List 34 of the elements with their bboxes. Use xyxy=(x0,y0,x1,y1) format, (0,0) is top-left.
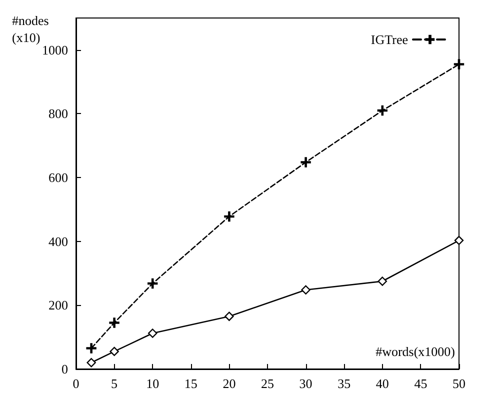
point xyxy=(148,328,158,338)
point xyxy=(109,318,120,328)
y-tick-label: 200 xyxy=(48,298,68,313)
point xyxy=(148,278,158,289)
x-tick-label: 45 xyxy=(414,376,428,391)
y-tick-label: 0 xyxy=(62,362,68,376)
point xyxy=(110,346,119,356)
point xyxy=(300,157,311,168)
point xyxy=(454,236,464,246)
point xyxy=(86,343,96,354)
y-tick-label: 800 xyxy=(48,106,68,122)
point xyxy=(377,105,388,116)
point xyxy=(301,285,310,294)
x-tick-label: 25 xyxy=(261,376,274,391)
point xyxy=(86,358,96,368)
point xyxy=(224,312,234,321)
x-axis-title: #words(x1000) xyxy=(376,344,456,359)
x-tick-label: 20 xyxy=(222,376,236,391)
y-axis-title: #nodes (x10) xyxy=(12,13,49,45)
x-tick-label: 50 xyxy=(452,376,466,391)
point xyxy=(224,211,234,222)
x-tick-label: 30 xyxy=(299,376,312,391)
y-tick-label: 1000 xyxy=(42,42,68,58)
y-tick-label: 600 xyxy=(48,170,68,186)
x-tick-label: 35 xyxy=(338,376,351,391)
x-tick-label: 15 xyxy=(184,376,198,391)
x-tick-label: 0 xyxy=(72,376,80,391)
y-tick-label: 400 xyxy=(48,234,68,249)
point xyxy=(454,59,464,70)
x-tick-label: 5 xyxy=(111,376,118,391)
x-tick-label: 40 xyxy=(376,376,389,391)
point xyxy=(378,276,387,286)
x-tick-label: 10 xyxy=(146,376,160,391)
legend-label: IGTree xyxy=(370,32,408,47)
